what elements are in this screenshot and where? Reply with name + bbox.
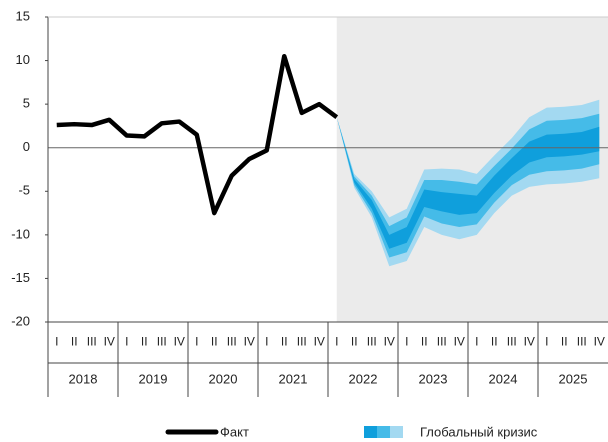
y-tick-label: -15 bbox=[11, 270, 30, 285]
quarter-label: III bbox=[507, 335, 517, 349]
quarter-label: III bbox=[87, 335, 97, 349]
legend-label: Глобальный кризис bbox=[420, 424, 538, 439]
quarter-label: IV bbox=[314, 335, 325, 349]
quarter-label: II bbox=[281, 335, 288, 349]
quarter-label: III bbox=[437, 335, 447, 349]
quarter-label: III bbox=[157, 335, 167, 349]
year-label: 2018 bbox=[69, 371, 98, 386]
quarter-label: I bbox=[265, 335, 268, 349]
quarter-label: III bbox=[367, 335, 377, 349]
quarter-label: III bbox=[297, 335, 307, 349]
y-tick-label: 10 bbox=[16, 52, 30, 67]
quarter-label: I bbox=[195, 335, 198, 349]
legend-swatch bbox=[377, 426, 390, 438]
y-tick-label: -5 bbox=[18, 183, 30, 198]
y-tick-label: 5 bbox=[23, 96, 30, 111]
quarter-label: IV bbox=[174, 335, 185, 349]
y-tick-label: -20 bbox=[11, 313, 30, 328]
year-label: 2022 bbox=[349, 371, 378, 386]
quarter-label: IV bbox=[454, 335, 465, 349]
fact-line bbox=[56, 53, 339, 216]
year-label: 2023 bbox=[419, 371, 448, 386]
quarter-label: II bbox=[351, 335, 358, 349]
fan-band bbox=[336, 117, 600, 249]
year-label: 2020 bbox=[209, 371, 238, 386]
quarter-label: III bbox=[577, 335, 587, 349]
quarter-label: I bbox=[475, 335, 478, 349]
quarter-label: III bbox=[227, 335, 237, 349]
quarter-label: II bbox=[71, 335, 78, 349]
quarter-label: I bbox=[405, 335, 408, 349]
quarter-label: I bbox=[335, 335, 338, 349]
quarter-label: I bbox=[545, 335, 548, 349]
legend-swatch bbox=[390, 426, 403, 438]
legend-label: Факт bbox=[220, 424, 249, 439]
quarter-label: IV bbox=[244, 335, 255, 349]
quarter-label: II bbox=[211, 335, 218, 349]
quarter-label: II bbox=[141, 335, 148, 349]
y-tick-label: 15 bbox=[16, 8, 30, 23]
legend-swatch bbox=[364, 426, 377, 438]
y-tick-label: -10 bbox=[11, 226, 30, 241]
y-tick-label: 0 bbox=[23, 139, 30, 154]
quarter-label: IV bbox=[104, 335, 115, 349]
quarter-label: IV bbox=[594, 335, 605, 349]
quarter-label: IV bbox=[384, 335, 395, 349]
quarter-label: II bbox=[561, 335, 568, 349]
year-label: 2021 bbox=[279, 371, 308, 386]
quarter-label: II bbox=[491, 335, 498, 349]
quarter-label: I bbox=[125, 335, 128, 349]
quarter-label: IV bbox=[524, 335, 535, 349]
year-label: 2025 bbox=[559, 371, 588, 386]
quarter-label: I bbox=[55, 335, 58, 349]
year-label: 2019 bbox=[139, 371, 168, 386]
year-label: 2024 bbox=[489, 371, 518, 386]
quarter-label: II bbox=[421, 335, 428, 349]
